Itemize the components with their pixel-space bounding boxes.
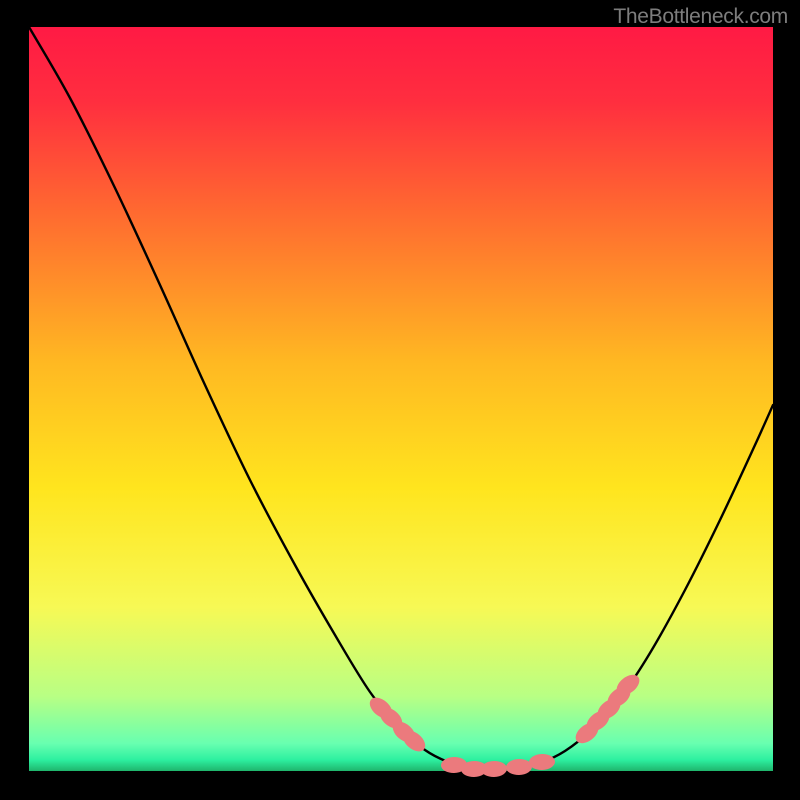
bottleneck-chart bbox=[0, 0, 800, 800]
plot-area bbox=[29, 27, 773, 771]
chart-container: TheBottleneck.com bbox=[0, 0, 800, 800]
watermark-text: TheBottleneck.com bbox=[613, 5, 788, 29]
